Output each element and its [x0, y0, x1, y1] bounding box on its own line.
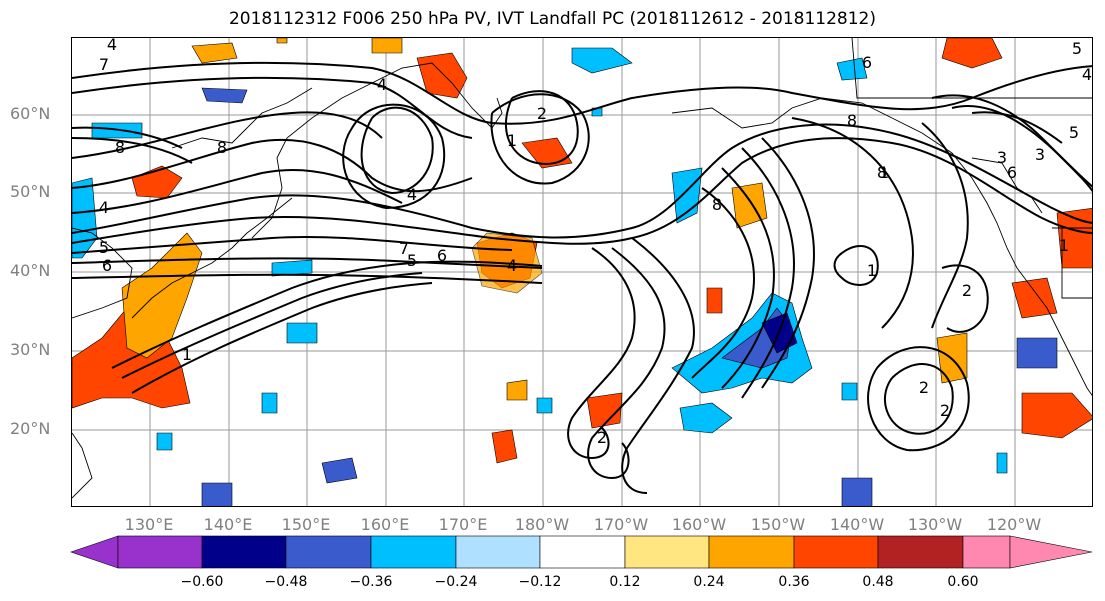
- colorbar: [70, 535, 1093, 569]
- pv-contours: [72, 61, 1092, 494]
- lat-label-20n: 20°N: [10, 419, 51, 438]
- lon-label-130e: 130°E: [124, 515, 174, 534]
- colorbar-segment: [117, 535, 203, 569]
- contour-label: 4: [507, 256, 517, 275]
- colorbar-segment: [624, 535, 710, 569]
- colorbar-tick: −0.24: [434, 574, 478, 590]
- colorbar-tick: −0.48: [264, 574, 308, 590]
- lat-label-60n: 60°N: [10, 104, 51, 123]
- contour-label: 2: [940, 401, 950, 420]
- lon-label-160w: 160°W: [671, 515, 727, 534]
- colorbar-segment: [70, 535, 119, 569]
- lon-label-150w: 150°W: [750, 515, 806, 534]
- contour-label: 7: [99, 55, 109, 74]
- lon-label-140e: 140°E: [203, 515, 253, 534]
- colorbar-segment: [539, 535, 626, 569]
- colorbar-segment: [877, 535, 964, 569]
- coastlines: [72, 38, 1092, 499]
- lon-label-160e: 160°E: [360, 515, 410, 534]
- contour-label: 5: [407, 251, 417, 270]
- lat-label-40n: 40°N: [10, 261, 51, 280]
- contour-labels: 4 7 4 8 8 4 5 6 1 7 5 6 4 4 1 2 8 6 8 8 …: [99, 38, 1092, 447]
- lon-label-150e: 150°E: [281, 515, 331, 534]
- lon-label-180w: 180°W: [514, 515, 570, 534]
- colorbar-segment: [1009, 535, 1093, 569]
- lon-label-140w: 140°W: [829, 515, 885, 534]
- contour-label: 4: [407, 185, 417, 204]
- colorbar-tick: −0.60: [180, 574, 224, 590]
- colorbar-segment: [962, 535, 1011, 569]
- colorbar-segment: [201, 535, 287, 569]
- colorbar-tick: 0.36: [778, 574, 810, 590]
- lon-label-170w: 170°W: [593, 515, 649, 534]
- contour-label: 1: [867, 261, 877, 280]
- colorbar-tick: 0.24: [693, 574, 725, 590]
- contour-label: 3: [1035, 145, 1045, 164]
- contour-label: 3: [997, 148, 1007, 167]
- pv-positive-patches: [72, 38, 1092, 464]
- contour-label: 7: [399, 239, 409, 258]
- contour-label: 8: [217, 138, 227, 157]
- contour-label: 5: [1069, 123, 1079, 142]
- contour-label: 5: [1072, 39, 1082, 58]
- lon-label-130w: 130°W: [907, 515, 963, 534]
- colorbar-tick: −0.12: [518, 574, 562, 590]
- contour-label: 8: [877, 163, 887, 182]
- colorbar-tick: 0.48: [862, 574, 894, 590]
- colorbar-segment: [793, 535, 879, 569]
- contour-label: 4: [107, 38, 117, 54]
- contour-label: 2: [537, 104, 547, 123]
- lat-label-50n: 50°N: [10, 182, 51, 201]
- colorbar-tick: −0.36: [349, 574, 393, 590]
- colorbar-tick: 0.12: [609, 574, 641, 590]
- contour-label: 8: [712, 195, 722, 214]
- graticule: [72, 38, 1092, 506]
- contour-label: 2: [919, 378, 929, 397]
- contour-label: 2: [597, 428, 607, 447]
- lon-label-120w: 120°W: [986, 515, 1042, 534]
- contour-label: 1: [507, 131, 517, 150]
- lon-label-170e: 170°E: [438, 515, 488, 534]
- contour-label: 8: [115, 138, 125, 157]
- map-title: 2018112312 F006 250 hPa PV, IVT Landfall…: [228, 9, 876, 29]
- contour-label: 6: [437, 246, 447, 265]
- contour-label: 8: [847, 111, 857, 130]
- map-panel: 4 7 4 8 8 4 5 6 1 7 5 6 4 4 1 2 8 6 8 8 …: [71, 37, 1093, 507]
- colorbar-segment: [370, 535, 457, 569]
- lat-label-30n: 30°N: [10, 340, 51, 359]
- contour-label: 4: [377, 75, 387, 94]
- contour-label: 4: [99, 198, 109, 217]
- contour-label: 6: [862, 53, 872, 72]
- contour-label: 6: [1007, 163, 1017, 182]
- colorbar-segment: [708, 535, 795, 569]
- contour-label: 2: [962, 281, 972, 300]
- colorbar-tick: 0.60: [947, 574, 979, 590]
- contour-label: 1: [1059, 236, 1069, 255]
- contour-label: 1: [879, 163, 889, 182]
- colorbar-segment: [285, 535, 372, 569]
- colorbar-segment: [455, 535, 541, 569]
- contour-label: 5: [99, 238, 109, 257]
- map-canvas: 4 7 4 8 8 4 5 6 1 7 5 6 4 4 1 2 8 6 8 8 …: [72, 38, 1092, 506]
- contour-label: 4: [1082, 65, 1092, 84]
- contour-label: 6: [102, 256, 112, 275]
- contour-label: 1: [182, 345, 192, 364]
